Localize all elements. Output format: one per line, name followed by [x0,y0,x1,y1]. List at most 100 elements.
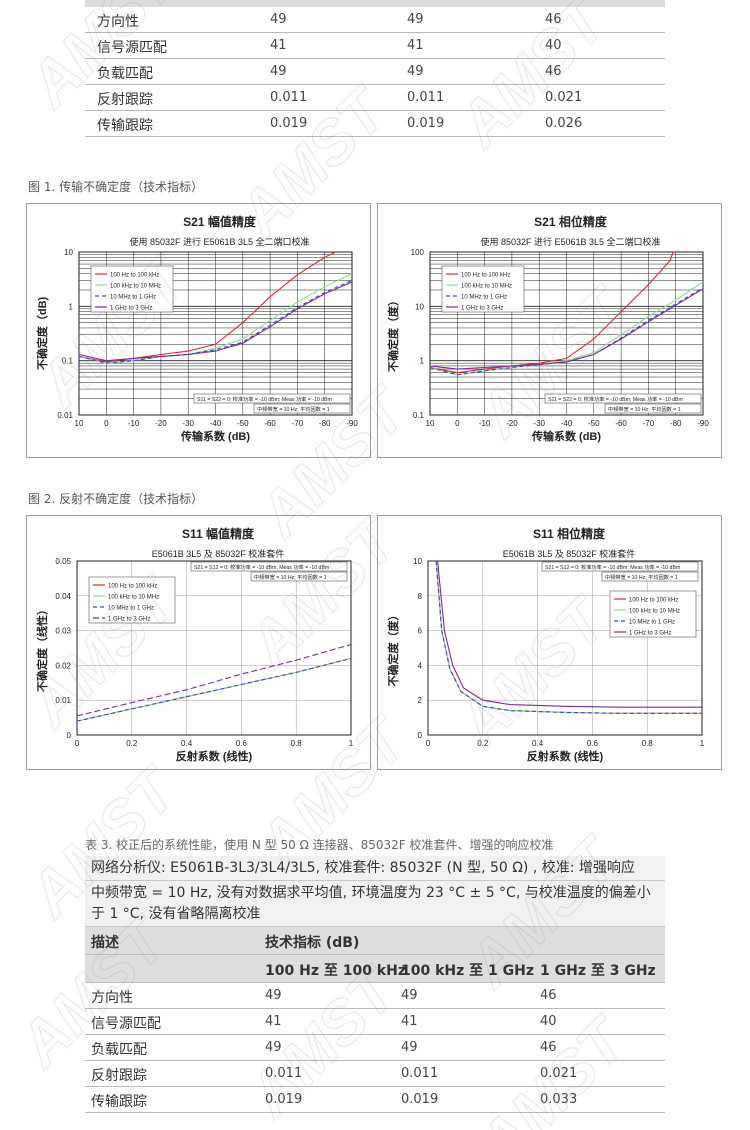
note-box [601,571,699,582]
header-description: 描述 [91,935,119,951]
x-tick-label: -80 [319,419,331,428]
row-value-band2: 0.019 [407,116,445,131]
x-tick-label: 1 [700,739,705,748]
y-tick-label: 0.04 [55,592,71,601]
series-line [435,560,702,714]
row-value-band2: 49 [401,1040,418,1055]
table-row: 反射跟踪 0.011 0.011 0.021 [85,1061,665,1087]
legend-label: 100 kHz to 10 MHz [110,284,161,290]
row-description: 负载匹配 [91,1042,147,1058]
band-header: 1 GHz 至 3 GHz [540,963,656,979]
table-row: 信号源匹配 41 41 40 [85,33,665,59]
x-tick-label: -50 [237,419,249,428]
x-tick-label: 0.6 [587,739,599,748]
y-tick-label: 0.02 [55,661,71,670]
row-value-band1: 41 [265,1014,282,1029]
y-tick-label: 1 [69,302,74,311]
row-value-band1: 0.019 [270,116,308,131]
row-value-band1: 0.011 [270,90,308,105]
band-header: 100 Hz 至 100 kHz [265,963,406,979]
x-tick-label: -10 [479,419,491,428]
legend-label: 10 MHz to 1 GHz [110,295,156,301]
y-tick-label: 0.1 [413,411,425,420]
conditions-line: 中频带宽 = 10 Hz, 没有对数据求平均值, 环境温度为 23 °C ± 5… [91,885,651,901]
table-row: 传输跟踪 0.019 0.019 0.026 [85,111,665,137]
note-box [250,571,348,582]
row-value-band3: 46 [545,64,562,79]
y-tick-label: 4 [418,661,423,670]
x-tick-label: -90 [346,419,358,428]
row-value-band2: 49 [401,988,418,1003]
row-value-band1: 49 [270,12,287,27]
chart-svg: S11 幅值精度 E5061B 3L5 及 85032F 校准套件 0 0.01 0.0… [35,526,354,763]
row-description: 信号源匹配 [97,40,167,56]
x-tick-label: -40 [561,419,573,428]
row-description: 方向性 [97,14,139,30]
chart-s11-phase: S11 相位精度 E5061B 3L5 及 85032F 校准套件 0 2 4 6 8 10 0… [377,515,722,770]
y-tick-label: 0.05 [55,557,71,566]
row-value-band3: 46 [545,12,562,27]
note-box [190,561,348,572]
table3-header: 描述 技术指标 (dB) [85,927,665,955]
legend-label: 100 Hz to 100 kHz [629,598,678,604]
y-tick-label: 0.01 [57,411,73,420]
x-tick-label: 0.8 [291,739,303,748]
row-description: 负载匹配 [97,66,153,82]
table-row: 负载匹配 49 49 46 [85,59,665,85]
chart-s21-magnitude: S21 幅值精度使用 85032F 进行 E5061B 3L5 全二端口校准 0.… [26,203,371,458]
row-value-band3: 0.026 [545,116,583,131]
x-tick-label: 0 [104,419,109,428]
plot-frame [78,251,353,416]
y-tick-label: 0.1 [62,357,74,366]
x-tick-label: 0.8 [642,739,654,748]
note-text: 中频带宽 = 10 Hz; 平均因数 = 1 [254,573,327,581]
x-tick-label: -70 [292,419,304,428]
series-line [429,287,704,376]
legend-label: 100 Hz to 100 kHz [461,273,510,279]
plot-frame [427,560,703,736]
plot-frame [429,251,704,416]
table-row: 信号源匹配 41 41 40 [85,1009,665,1035]
chart-subtitle: E5061B 3L5 及 85032F 校准套件 [152,548,285,559]
table-row: 方向性 49 49 46 [85,7,665,33]
band-header: 100 kHz 至 1 GHz [401,963,534,979]
x-axis-title: 反射系数 (线性) [176,749,253,763]
y-tick-label: 0 [418,731,423,740]
table-row: 传输跟踪 0.019 0.019 0.033 [85,1087,665,1113]
chart-title: S11 相位精度 [533,526,606,541]
legend-label: 10 MHz to 1 GHz [108,606,154,612]
figure1-caption: 图 1. 传输不确定度（技术指标） [28,180,204,194]
series-line [437,560,702,708]
note-text: S21 = S12 = 0; 校准功率 = -10 dBm; Meas 功率 =… [194,563,329,571]
row-value-band3: 0.021 [545,90,583,105]
note-box [544,393,702,404]
y-tick-label: 8 [418,592,423,601]
x-tick-label: 0.2 [126,739,138,748]
chart-subtitle: 使用 85032F 进行 E5061B 3L5 全二端口校准 [129,236,309,247]
chart-title: S21 幅值精度 [183,214,257,229]
y-tick-label: 10 [415,302,424,311]
figure2-caption: 图 2. 反射不确定度（技术指标） [28,492,204,506]
legend-label: 1 GHz to 3 GHz [629,631,671,637]
x-tick-label: 1 [349,739,354,748]
row-value-band1: 49 [270,64,287,79]
x-tick-label: 0.2 [477,739,489,748]
row-value-band3: 0.033 [540,1092,578,1107]
y-tick-label: 6 [418,627,423,636]
series-line [76,643,352,717]
row-description: 反射跟踪 [97,92,153,108]
row-value-band2: 49 [407,64,424,79]
legend-label: 1 GHz to 3 GHz [110,306,152,312]
x-axis-title: 传输系数 (dB) [531,429,601,443]
y-tick-label: 100 [411,248,425,257]
chart-title: S21 相位精度 [534,214,608,229]
row-description: 传输跟踪 [91,1094,147,1110]
note-text: 中频带宽 = 10 Hz; 平均因数 = 1 [257,405,330,413]
conditions-block: 中频带宽 = 10 Hz, 没有对数据求平均值, 环境温度为 23 °C ± 5… [85,881,665,927]
x-axis-title: 反射系数 (线性) [527,749,604,763]
table-row: 反射跟踪 0.011 0.011 0.021 [85,85,665,111]
note-box [253,403,351,414]
x-tick-label: -80 [670,419,682,428]
